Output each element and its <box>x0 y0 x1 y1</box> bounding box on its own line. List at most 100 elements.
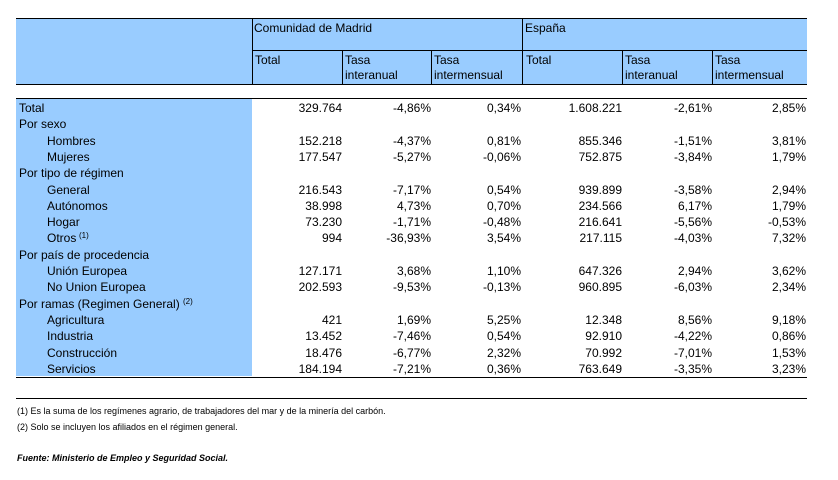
row-group-label: Por ramas (Regimen General) <box>19 297 180 311</box>
header-divider <box>712 50 713 85</box>
table-cell: -7,21% <box>392 362 431 376</box>
table-cell: -0,06% <box>482 150 521 164</box>
footnote-2: (2) Solo se incluyen los afiliados en el… <box>17 422 238 432</box>
row-label: No Union Europea <box>47 280 146 294</box>
table-cell: 18.476 <box>305 346 342 360</box>
table-cell: 4,73% <box>396 199 431 213</box>
footnote-rule <box>16 398 807 399</box>
table-cell: -6,77% <box>392 346 431 360</box>
table-cell: 2,94% <box>677 264 712 278</box>
table-cell: 0,81% <box>486 134 521 148</box>
row-label: Mujeres <box>47 150 90 164</box>
table-cell: 2,85% <box>771 101 806 115</box>
header-col-l1: Tasa <box>434 53 460 67</box>
table-cell: 1.608.221 <box>568 101 622 115</box>
header-col-l2: interanual <box>345 68 398 82</box>
body-top-rule <box>16 98 807 99</box>
table-cell: -7,17% <box>392 183 431 197</box>
table-cell: 3,54% <box>486 231 521 245</box>
table-cell: 0,70% <box>486 199 521 213</box>
table-cell: 127.171 <box>298 264 342 278</box>
table-cell: 0,86% <box>771 329 806 343</box>
row-label: Industria <box>47 329 94 343</box>
header-col-l1: Tasa <box>625 53 651 67</box>
footnote-marker-wrap: (2) <box>183 296 193 312</box>
table-cell: -3,35% <box>673 362 712 376</box>
table-cell: 2,94% <box>771 183 806 197</box>
row-group-label: Por país de procedencia <box>19 248 150 262</box>
header-col-l2: intermensual <box>715 68 784 82</box>
footnote-1: (1) Es la suma de los regímenes agrario,… <box>17 406 386 416</box>
header-bottom-rule <box>16 84 807 85</box>
table-cell: 92.910 <box>585 329 622 343</box>
table-cell: 217.115 <box>579 231 623 245</box>
header-divider <box>522 18 523 85</box>
table-cell: 9,18% <box>771 313 806 327</box>
table-cell: 1,69% <box>396 313 431 327</box>
table-cell: -3,58% <box>673 183 712 197</box>
table-cell: -1,71% <box>392 215 431 229</box>
row-label: Hogar <box>47 215 80 229</box>
table-cell: 6,17% <box>677 199 712 213</box>
table-cell: -0,13% <box>482 280 521 294</box>
table-cell: 216.543 <box>298 183 342 197</box>
table-cell: 73.230 <box>305 215 342 229</box>
row-label: Hombres <box>47 134 96 148</box>
table-cell: -1,51% <box>673 134 712 148</box>
header-group-espana: España <box>525 21 566 35</box>
table-cell: 216.641 <box>578 215 622 229</box>
table-cell: 752.875 <box>578 150 622 164</box>
row-group-label: Por tipo de régimen <box>19 166 124 180</box>
table-cell: 0,36% <box>486 362 521 376</box>
table-cell: 1,53% <box>771 346 806 360</box>
table-cell: -0,48% <box>482 215 521 229</box>
table-cell: 3,68% <box>396 264 431 278</box>
table-cell: -4,22% <box>673 329 712 343</box>
row-label: Autónomos <box>47 199 108 213</box>
table-cell: 647.326 <box>578 264 622 278</box>
table-cell: -7,46% <box>392 329 431 343</box>
table-cell: 38.998 <box>305 199 342 213</box>
header-col-l1: Tasa <box>715 53 741 67</box>
header-divider <box>622 50 623 85</box>
table-cell: -3,84% <box>673 150 712 164</box>
row-label: Otros <box>47 231 77 245</box>
header-divider <box>431 50 432 85</box>
row-label: Unión Europea <box>47 264 128 278</box>
table-cell: -4,86% <box>392 101 431 115</box>
header-col-l2: interanual <box>625 68 678 82</box>
table-cell: 855.346 <box>578 134 622 148</box>
table-cell: 329.764 <box>298 101 342 115</box>
table-cell: 939.899 <box>578 183 622 197</box>
header-espana-cols <box>523 51 807 84</box>
header-col-l1: Total <box>255 53 281 67</box>
table-cell: 960.895 <box>578 280 622 294</box>
table-cell: 7,32% <box>771 231 806 245</box>
table-cell: 0,34% <box>486 101 521 115</box>
row-label: General <box>47 183 90 197</box>
header-espana-group <box>523 19 807 50</box>
header-label-cell <box>16 19 252 84</box>
table-cell: -6,03% <box>673 280 712 294</box>
header-madrid-group <box>253 19 522 50</box>
header-middle-rule <box>253 50 807 51</box>
table-cell: 8,56% <box>677 313 712 327</box>
header-madrid-cols <box>253 51 522 84</box>
row-label: Total <box>19 101 45 115</box>
table-cell: 3,23% <box>771 362 806 376</box>
table-cell: 2,32% <box>486 346 521 360</box>
table-cell: 70.992 <box>585 346 622 360</box>
table-cell: -7,01% <box>673 346 712 360</box>
source-note: Fuente: Ministerio de Empleo y Seguridad… <box>17 453 229 463</box>
table-cell: 184.194 <box>298 362 342 376</box>
table-cell: 5,25% <box>486 313 521 327</box>
table-cell: 13.452 <box>305 329 342 343</box>
table-cell: 12.348 <box>585 313 622 327</box>
body-bottom-rule <box>16 377 807 378</box>
table-cell: -4,03% <box>673 231 712 245</box>
table-cell: -9,53% <box>392 280 431 294</box>
table-cell: 202.593 <box>298 280 342 294</box>
row-label-column <box>16 99 252 376</box>
footnote-marker: (2) <box>183 297 193 306</box>
table-cell: 0,54% <box>486 329 521 343</box>
